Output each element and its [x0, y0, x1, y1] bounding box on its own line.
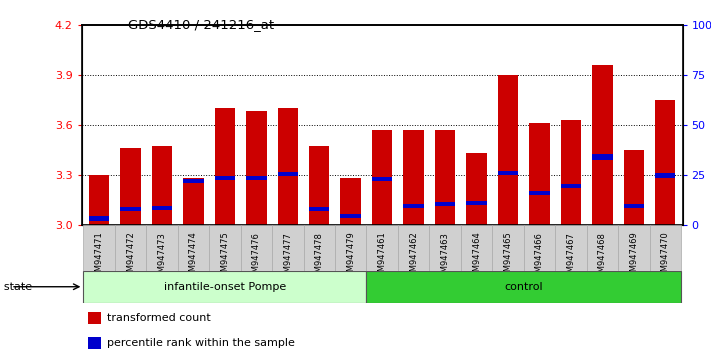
Text: GSM947475: GSM947475: [220, 232, 230, 282]
Bar: [151, 147, 172, 225]
Bar: [624, 150, 644, 225]
Bar: [372, 177, 392, 182]
Text: GSM947472: GSM947472: [126, 232, 135, 282]
Text: infantile-onset Pompe: infantile-onset Pompe: [164, 282, 286, 292]
Bar: [309, 147, 329, 225]
Bar: [592, 154, 613, 160]
Bar: [304, 225, 335, 271]
Bar: [178, 225, 209, 271]
Bar: [655, 100, 675, 225]
Bar: [561, 120, 581, 225]
Bar: [240, 225, 272, 271]
Text: GSM947462: GSM947462: [409, 232, 418, 282]
Bar: [372, 130, 392, 225]
Text: GSM947473: GSM947473: [157, 232, 166, 282]
Bar: [277, 172, 298, 176]
Bar: [429, 225, 461, 271]
Text: GSM947468: GSM947468: [598, 232, 607, 282]
Bar: [435, 130, 455, 225]
Text: percentile rank within the sample: percentile rank within the sample: [107, 338, 295, 348]
Text: transformed count: transformed count: [107, 313, 210, 323]
Bar: [624, 204, 644, 208]
Bar: [529, 190, 550, 195]
Text: GSM947465: GSM947465: [503, 232, 513, 282]
Bar: [246, 176, 267, 180]
Bar: [309, 207, 329, 211]
Bar: [403, 130, 424, 225]
Bar: [466, 153, 487, 225]
Text: GDS4410 / 241216_at: GDS4410 / 241216_at: [128, 18, 274, 31]
Bar: [89, 175, 109, 225]
Bar: [277, 108, 298, 225]
Text: GSM947463: GSM947463: [441, 232, 449, 282]
Text: GSM947467: GSM947467: [567, 232, 575, 282]
Bar: [183, 178, 203, 225]
Text: GSM947471: GSM947471: [95, 232, 104, 282]
Bar: [398, 225, 429, 271]
Bar: [87, 337, 101, 349]
Bar: [120, 207, 141, 211]
Text: GSM947474: GSM947474: [189, 232, 198, 282]
Bar: [498, 75, 518, 225]
Bar: [366, 271, 681, 303]
Bar: [561, 184, 581, 188]
Bar: [87, 312, 101, 324]
Bar: [120, 148, 141, 225]
Bar: [529, 123, 550, 225]
Text: GSM947477: GSM947477: [283, 232, 292, 282]
Bar: [272, 225, 304, 271]
Bar: [183, 179, 203, 183]
Bar: [89, 216, 109, 221]
Bar: [650, 225, 681, 271]
Bar: [146, 225, 178, 271]
Bar: [209, 225, 240, 271]
Text: GSM947470: GSM947470: [661, 232, 670, 282]
Text: GSM947461: GSM947461: [378, 232, 387, 282]
Bar: [83, 225, 114, 271]
Bar: [466, 201, 487, 205]
Bar: [461, 225, 492, 271]
Bar: [498, 171, 518, 175]
Bar: [335, 225, 366, 271]
Bar: [151, 206, 172, 210]
Bar: [618, 225, 650, 271]
Text: GSM947476: GSM947476: [252, 232, 261, 282]
Text: GSM947464: GSM947464: [472, 232, 481, 282]
Bar: [435, 202, 455, 206]
Text: GSM947466: GSM947466: [535, 232, 544, 282]
Bar: [587, 225, 618, 271]
Bar: [655, 173, 675, 178]
Bar: [403, 204, 424, 208]
Bar: [366, 225, 398, 271]
Bar: [341, 214, 361, 218]
Bar: [215, 176, 235, 180]
Bar: [524, 225, 555, 271]
Bar: [555, 225, 587, 271]
Bar: [341, 178, 361, 225]
Text: GSM947479: GSM947479: [346, 232, 356, 282]
Bar: [114, 225, 146, 271]
Text: disease state: disease state: [0, 282, 32, 292]
Bar: [246, 112, 267, 225]
Text: control: control: [504, 282, 543, 292]
Bar: [83, 271, 366, 303]
Text: GSM947478: GSM947478: [315, 232, 324, 282]
Bar: [592, 65, 613, 225]
Bar: [215, 108, 235, 225]
Text: GSM947469: GSM947469: [629, 232, 638, 282]
Bar: [492, 225, 524, 271]
